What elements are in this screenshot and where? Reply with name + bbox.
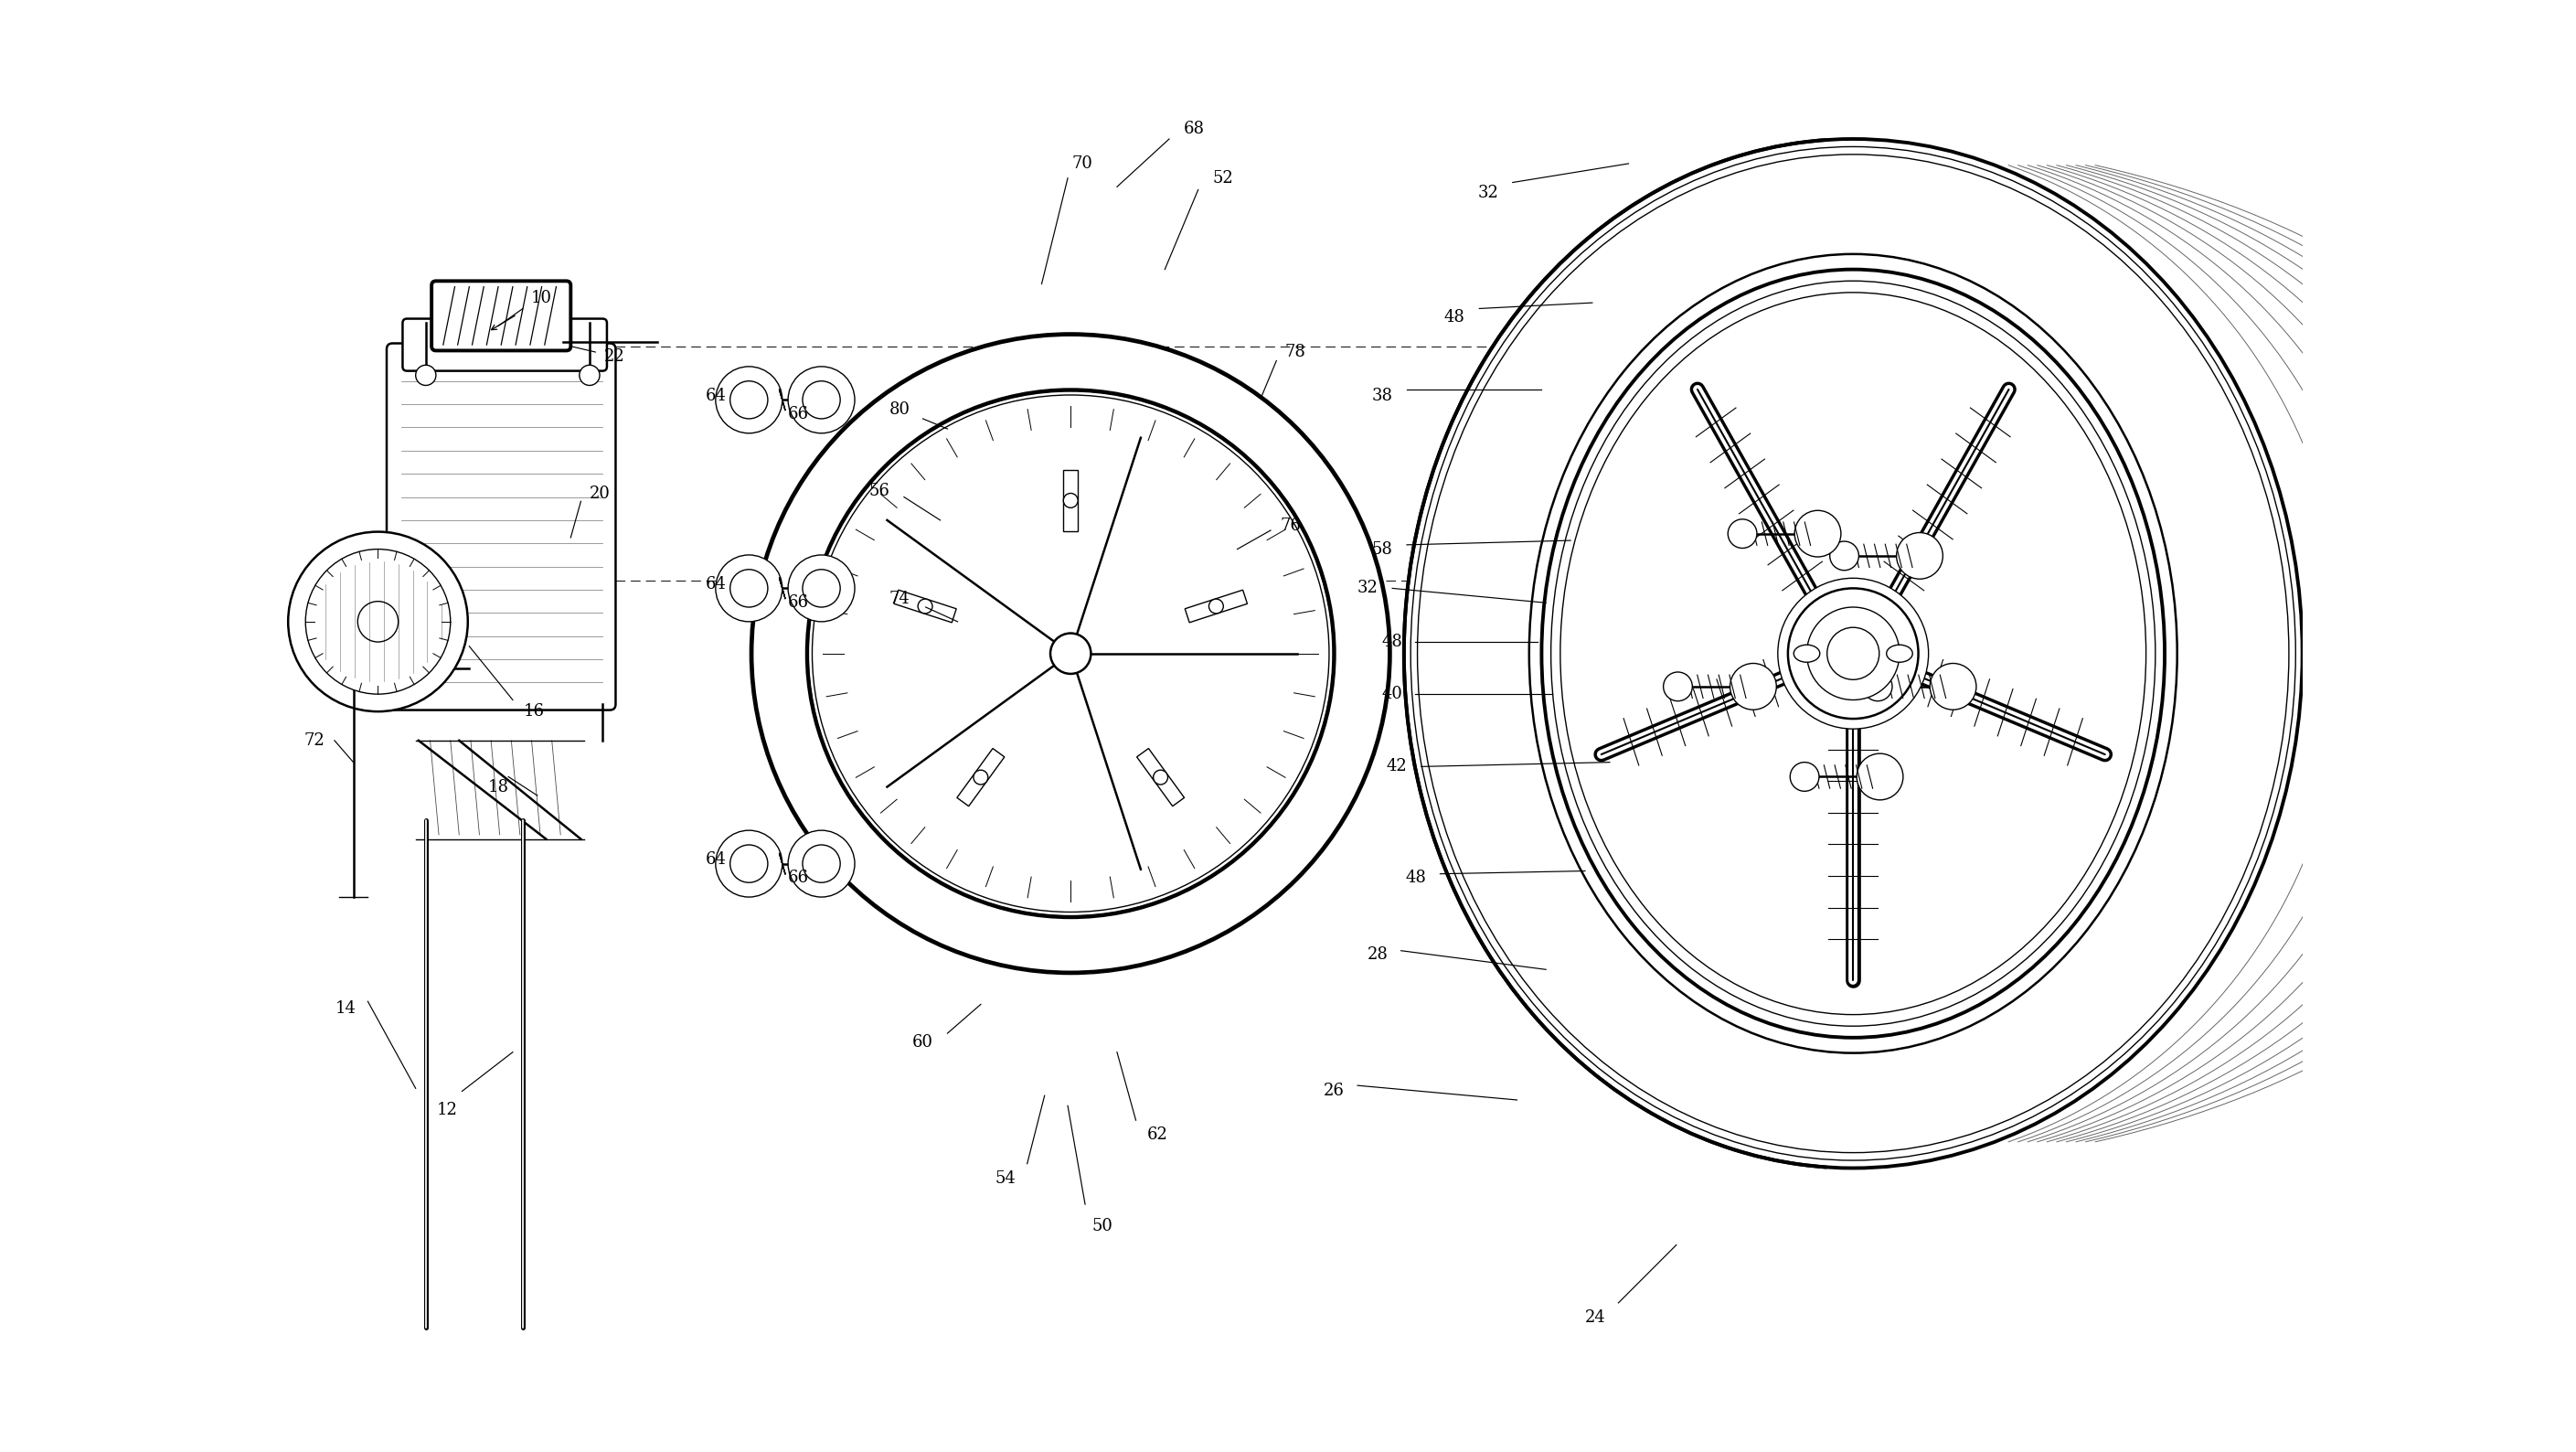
Circle shape: [1795, 511, 1842, 558]
Text: 16: 16: [523, 703, 546, 720]
FancyBboxPatch shape: [433, 282, 572, 350]
Circle shape: [804, 569, 840, 607]
Text: 64: 64: [706, 576, 726, 592]
Circle shape: [716, 555, 783, 621]
Circle shape: [804, 380, 840, 418]
Circle shape: [804, 845, 840, 883]
Ellipse shape: [1208, 600, 1224, 614]
Text: 20: 20: [590, 486, 611, 502]
Circle shape: [1777, 578, 1929, 729]
Circle shape: [289, 531, 469, 711]
Text: 10: 10: [531, 290, 551, 306]
Text: 40: 40: [1381, 685, 1404, 703]
Circle shape: [1896, 533, 1942, 579]
Circle shape: [1790, 762, 1819, 791]
Text: 66: 66: [788, 870, 809, 886]
Circle shape: [1857, 754, 1904, 800]
Circle shape: [307, 549, 451, 694]
Text: 24: 24: [1584, 1310, 1605, 1326]
Text: 58: 58: [1373, 542, 1394, 558]
Text: 22: 22: [603, 348, 623, 364]
Ellipse shape: [1886, 645, 1911, 662]
Circle shape: [1829, 542, 1860, 571]
Text: 54: 54: [994, 1170, 1015, 1186]
Ellipse shape: [1540, 270, 2164, 1038]
Text: 48: 48: [1404, 870, 1427, 886]
Text: 68: 68: [1182, 121, 1206, 136]
Circle shape: [1051, 633, 1090, 674]
Text: 26: 26: [1324, 1083, 1345, 1099]
Text: 64: 64: [706, 851, 726, 868]
Circle shape: [1826, 627, 1880, 680]
Text: 18: 18: [487, 778, 507, 796]
Ellipse shape: [1154, 770, 1167, 784]
Text: 28: 28: [1368, 947, 1388, 963]
Circle shape: [788, 831, 855, 897]
FancyBboxPatch shape: [402, 318, 608, 370]
Text: 48: 48: [1445, 309, 1466, 325]
Text: 62: 62: [1146, 1127, 1167, 1143]
Ellipse shape: [806, 389, 1334, 918]
Text: 56: 56: [868, 484, 889, 499]
Text: 12: 12: [438, 1102, 459, 1118]
Circle shape: [358, 601, 399, 642]
Circle shape: [729, 845, 768, 883]
Ellipse shape: [1404, 139, 2303, 1167]
Polygon shape: [956, 748, 1005, 806]
Circle shape: [1788, 588, 1919, 719]
Circle shape: [1862, 672, 1893, 701]
Ellipse shape: [917, 600, 933, 614]
Text: 66: 66: [788, 594, 809, 611]
Text: 52: 52: [1213, 170, 1234, 186]
Text: 38: 38: [1370, 388, 1394, 404]
Text: 48: 48: [1381, 633, 1404, 650]
Text: 72: 72: [304, 732, 325, 749]
Text: 70: 70: [1072, 155, 1092, 171]
Polygon shape: [1136, 748, 1185, 806]
Text: 78: 78: [1285, 344, 1306, 360]
FancyBboxPatch shape: [386, 343, 616, 710]
Polygon shape: [894, 590, 956, 623]
Circle shape: [729, 569, 768, 607]
Ellipse shape: [1793, 645, 1819, 662]
Circle shape: [1929, 664, 1976, 710]
Text: 14: 14: [335, 1000, 355, 1016]
Text: 32: 32: [1479, 184, 1499, 200]
Circle shape: [716, 831, 783, 897]
Ellipse shape: [752, 334, 1388, 973]
Circle shape: [788, 555, 855, 621]
Circle shape: [1728, 520, 1757, 549]
Text: 66: 66: [788, 407, 809, 423]
Circle shape: [415, 364, 435, 385]
Circle shape: [788, 366, 855, 433]
Circle shape: [580, 364, 600, 385]
Text: 64: 64: [706, 388, 726, 404]
Circle shape: [716, 366, 783, 433]
Ellipse shape: [811, 395, 1329, 912]
Polygon shape: [1185, 590, 1247, 623]
Text: 42: 42: [1386, 758, 1406, 775]
Circle shape: [1731, 664, 1777, 710]
Text: 50: 50: [1092, 1218, 1113, 1234]
Text: 76: 76: [1280, 518, 1301, 534]
Text: 32: 32: [1358, 579, 1378, 597]
Ellipse shape: [974, 770, 989, 784]
Circle shape: [729, 380, 768, 418]
Polygon shape: [1064, 470, 1077, 531]
Text: 60: 60: [912, 1034, 933, 1050]
Text: 80: 80: [889, 402, 909, 418]
Circle shape: [1806, 607, 1899, 700]
Circle shape: [1664, 672, 1692, 701]
Text: 74: 74: [889, 590, 909, 607]
Ellipse shape: [1064, 494, 1077, 508]
